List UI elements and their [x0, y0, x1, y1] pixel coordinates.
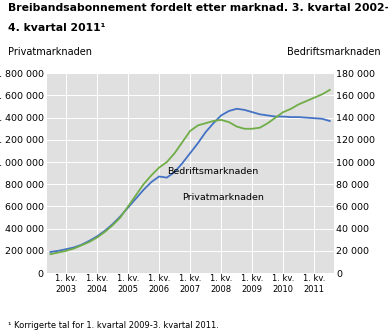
Text: Bedriftsmarknaden: Bedriftsmarknaden — [167, 167, 258, 176]
Text: Breibandsabonnement fordelt etter marknad. 3. kvartal 2002-: Breibandsabonnement fordelt etter markna… — [8, 3, 388, 13]
Text: Privatmarknaden: Privatmarknaden — [182, 193, 264, 202]
Text: 4. kvartal 2011¹: 4. kvartal 2011¹ — [8, 23, 105, 33]
Text: Bedriftsmarknaden: Bedriftsmarknaden — [287, 47, 380, 57]
Text: ¹ Korrigerte tal for 1. kvartal 2009-3. kvartal 2011.: ¹ Korrigerte tal for 1. kvartal 2009-3. … — [8, 321, 218, 330]
Text: Privatmarknaden: Privatmarknaden — [8, 47, 92, 57]
